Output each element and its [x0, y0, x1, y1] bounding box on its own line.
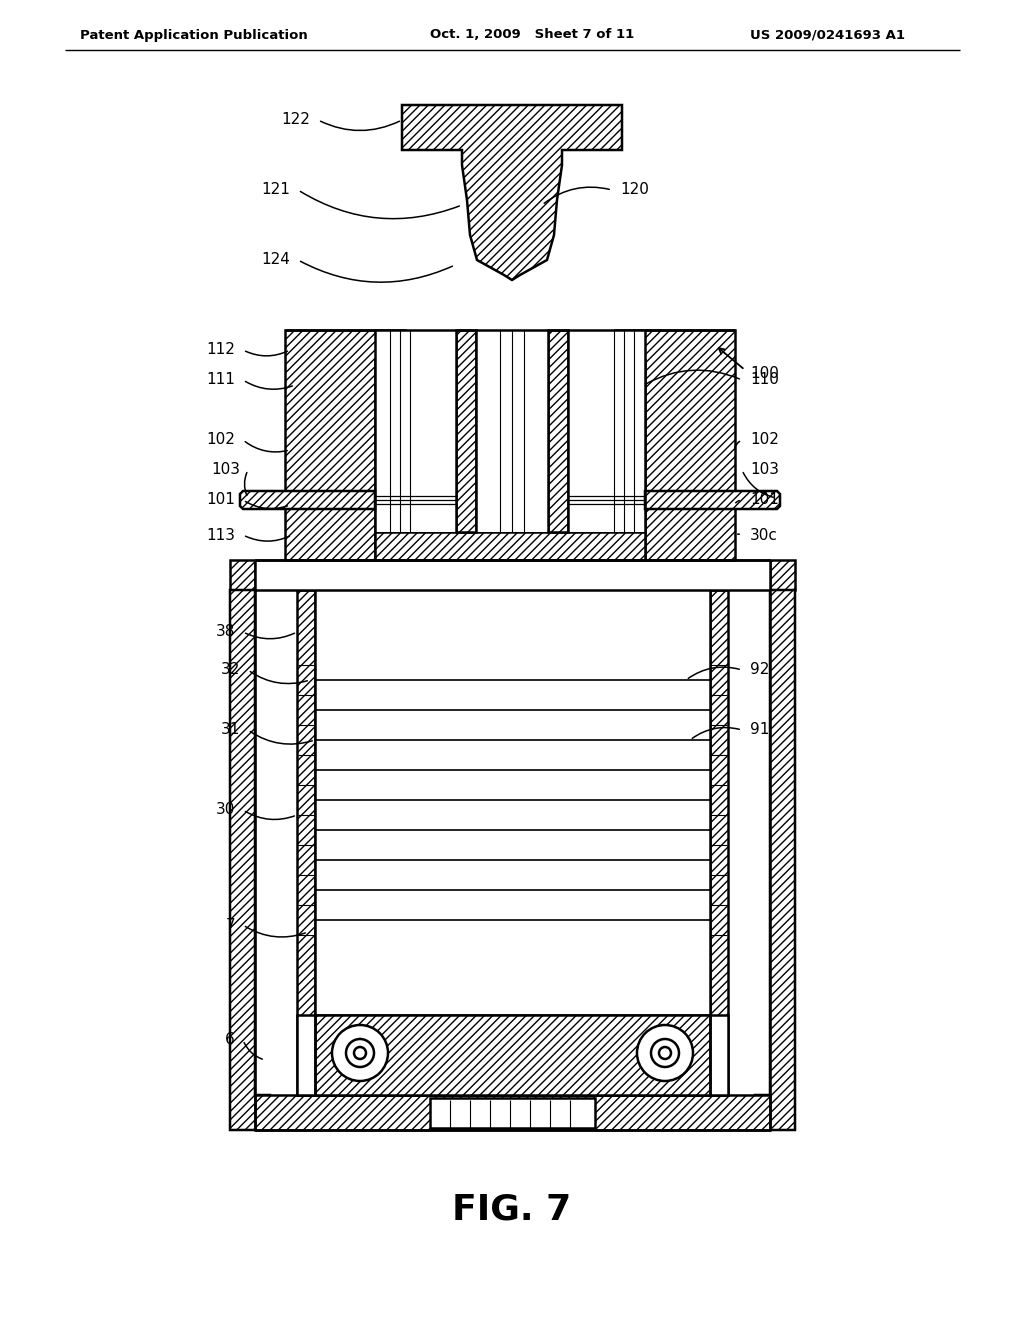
Text: 101: 101 — [750, 492, 779, 507]
Circle shape — [659, 1047, 671, 1059]
Circle shape — [354, 1047, 366, 1059]
Text: 111: 111 — [206, 372, 234, 388]
Text: Oct. 1, 2009   Sheet 7 of 11: Oct. 1, 2009 Sheet 7 of 11 — [430, 29, 634, 41]
Text: 112: 112 — [206, 342, 234, 358]
Bar — [456, 330, 476, 532]
Polygon shape — [770, 560, 795, 590]
Polygon shape — [402, 106, 622, 280]
Text: 30: 30 — [216, 803, 234, 817]
Bar — [710, 590, 728, 1096]
Polygon shape — [230, 560, 255, 590]
Text: 102: 102 — [206, 433, 234, 447]
Text: 31: 31 — [220, 722, 240, 738]
Text: 122: 122 — [282, 112, 310, 128]
Bar — [476, 330, 548, 532]
Polygon shape — [755, 590, 795, 1130]
Text: 113: 113 — [206, 528, 234, 543]
Circle shape — [346, 1039, 374, 1067]
Text: 102: 102 — [750, 433, 779, 447]
Text: 100: 100 — [750, 367, 779, 381]
Bar — [375, 532, 645, 560]
Text: 38: 38 — [216, 624, 234, 639]
Polygon shape — [230, 590, 270, 1130]
Text: 101: 101 — [206, 492, 234, 507]
Bar — [255, 560, 770, 590]
Bar — [297, 590, 315, 1096]
Bar — [430, 1098, 595, 1129]
Text: 124: 124 — [261, 252, 290, 268]
Text: 6: 6 — [225, 1032, 234, 1048]
Bar — [375, 330, 456, 532]
Bar — [297, 1015, 728, 1096]
Text: 92: 92 — [750, 663, 769, 677]
Text: FIG. 7: FIG. 7 — [453, 1193, 571, 1228]
Text: 103: 103 — [750, 462, 779, 478]
Polygon shape — [240, 491, 375, 510]
Text: Patent Application Publication: Patent Application Publication — [80, 29, 308, 41]
Bar — [315, 590, 710, 1096]
Circle shape — [332, 1026, 388, 1081]
Polygon shape — [615, 330, 735, 560]
Polygon shape — [645, 491, 780, 510]
Circle shape — [651, 1039, 679, 1067]
Circle shape — [637, 1026, 693, 1081]
Text: 30c: 30c — [750, 528, 778, 543]
Text: 121: 121 — [261, 182, 290, 198]
Polygon shape — [285, 330, 406, 560]
Text: 110: 110 — [750, 372, 779, 388]
Text: 91: 91 — [750, 722, 769, 738]
Bar — [568, 330, 645, 532]
Text: 7: 7 — [225, 917, 234, 932]
Bar — [255, 1096, 770, 1130]
Text: US 2009/0241693 A1: US 2009/0241693 A1 — [750, 29, 905, 41]
Text: 32: 32 — [220, 663, 240, 677]
Bar — [548, 330, 568, 532]
Text: 120: 120 — [620, 182, 649, 198]
Bar — [315, 1015, 710, 1096]
Text: 103: 103 — [211, 462, 240, 478]
